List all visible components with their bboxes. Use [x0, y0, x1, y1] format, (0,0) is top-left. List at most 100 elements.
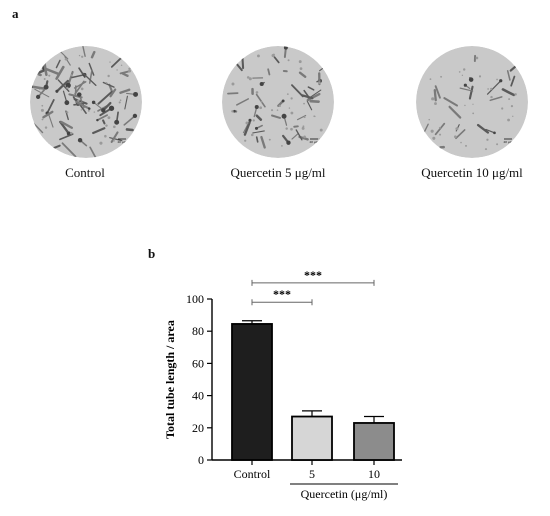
panel-b-label: b [148, 246, 156, 261]
tube-segment [306, 92, 321, 102]
speckle [486, 138, 489, 141]
tube-segment [291, 84, 304, 98]
cell-cluster [281, 113, 287, 119]
tube-segment [60, 120, 73, 129]
speckle [460, 141, 462, 144]
tube-segment [476, 123, 490, 134]
y-tick-label: 60 [192, 356, 204, 370]
tube-segment [506, 70, 511, 81]
speckle [66, 86, 69, 90]
y-tick-label: 100 [186, 292, 204, 306]
tube-segment [96, 114, 108, 121]
cell-cluster [259, 81, 264, 87]
speckle [496, 143, 499, 146]
speckle [501, 107, 504, 110]
speckle [472, 112, 475, 115]
x-tick-label: 10 [368, 467, 380, 481]
speckle [290, 127, 293, 131]
cell-cluster [281, 99, 285, 103]
tube-segment [124, 95, 128, 110]
tube-segment [255, 136, 259, 143]
tube-segment [40, 57, 45, 68]
tube-segment [291, 132, 299, 140]
speckle [438, 126, 441, 129]
tube-segment [90, 50, 96, 59]
speckle [49, 55, 51, 57]
speckle [303, 116, 306, 119]
tube-segment [510, 75, 516, 87]
speckle [40, 108, 44, 112]
speckle [66, 111, 69, 114]
speckle [303, 135, 306, 139]
speckle [440, 75, 443, 78]
tube-segment [59, 120, 71, 135]
cell-cluster [283, 46, 288, 50]
cell-cluster [133, 91, 139, 97]
tube-segment [92, 127, 106, 135]
speckle [432, 136, 436, 140]
tube-segment [125, 128, 134, 132]
cell-cluster [101, 108, 106, 113]
tube-segment [88, 62, 95, 76]
tube-segment [255, 114, 263, 121]
speckle [318, 81, 321, 84]
speckle [271, 53, 275, 58]
speckle [318, 138, 320, 140]
tube-segment [236, 63, 243, 72]
speckle [428, 118, 431, 121]
speckle [120, 64, 123, 67]
speckle [231, 82, 235, 86]
speckle [301, 126, 305, 130]
speckle [39, 88, 41, 91]
speckle [302, 125, 305, 128]
speckle [257, 54, 260, 58]
tube-segment [55, 79, 69, 93]
tube-segment [55, 59, 61, 69]
speckle [462, 68, 466, 71]
speckle [290, 111, 294, 115]
y-axis-label: Total tube length / area [163, 320, 177, 439]
tube-segment [109, 137, 123, 142]
tube-segment [119, 88, 131, 94]
cell-cluster [463, 83, 467, 87]
tube-segment [59, 133, 74, 141]
tube-segment [271, 114, 282, 119]
speckle [109, 61, 111, 63]
speckle [107, 74, 110, 78]
cell-cluster [47, 148, 51, 152]
speckle [81, 55, 84, 58]
tube-segment [241, 54, 245, 70]
speckle [255, 91, 259, 94]
micrograph-background [416, 46, 528, 158]
caption-control: Control [65, 165, 105, 180]
speckle [127, 74, 129, 76]
speckle [276, 109, 279, 111]
speckle [119, 99, 122, 101]
cell-cluster [132, 113, 138, 119]
tube-segment [434, 122, 446, 136]
speckle [465, 144, 467, 147]
speckle [248, 77, 252, 81]
tube-segment [501, 88, 515, 97]
micrograph-background [222, 46, 334, 158]
speckle [458, 71, 461, 73]
speckle [104, 134, 107, 138]
speckle [252, 119, 255, 122]
cell-cluster [248, 118, 252, 122]
cell-cluster [254, 104, 259, 110]
cell-cluster [493, 131, 496, 135]
speckle [278, 104, 281, 108]
speckle [430, 129, 434, 133]
tube-segment [227, 92, 239, 95]
speckle [512, 115, 514, 117]
speckle [120, 57, 123, 60]
cell-cluster [43, 84, 49, 90]
tube-segment [102, 119, 106, 125]
tube-segment [434, 85, 441, 99]
cell-cluster [64, 100, 70, 106]
tube-segment [48, 113, 54, 128]
cell-cluster [114, 119, 120, 125]
speckle [87, 109, 90, 112]
speckle [246, 76, 250, 79]
speckle [271, 109, 274, 112]
